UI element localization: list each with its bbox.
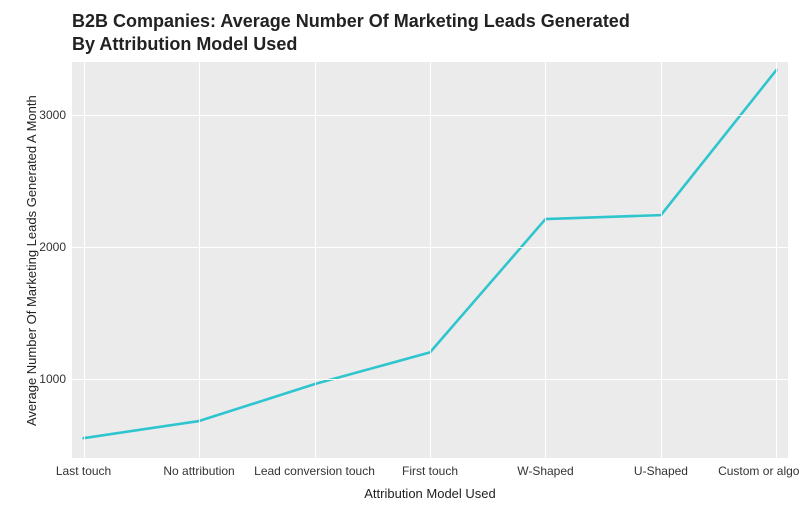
x-tick-label: U-Shaped — [634, 464, 688, 478]
x-axis-label: Attribution Model Used — [364, 486, 496, 501]
x-tick-label: Custom or algorithmic — [718, 464, 800, 478]
x-tick-label: First touch — [402, 464, 458, 478]
x-tick-label: W-Shaped — [517, 464, 573, 478]
x-tick-label: Last touch — [56, 464, 111, 478]
y-tick-label: 3000 — [39, 108, 66, 122]
chart-title: B2B Companies: Average Number Of Marketi… — [72, 10, 630, 55]
gridline-vertical — [84, 62, 85, 458]
y-tick-label: 2000 — [39, 240, 66, 254]
gridline-vertical — [776, 62, 777, 458]
gridline-vertical — [315, 62, 316, 458]
gridline-vertical — [545, 62, 546, 458]
gridline-vertical — [430, 62, 431, 458]
gridline-vertical — [661, 62, 662, 458]
gridline-vertical — [199, 62, 200, 458]
x-tick-label: No attribution — [163, 464, 234, 478]
y-axis-label: Average Number Of Marketing Leads Genera… — [24, 95, 39, 426]
plot-area: 100020003000Last touchNo attributionLead… — [72, 62, 788, 458]
x-tick-label: Lead conversion touch — [254, 464, 375, 478]
y-tick-label: 1000 — [39, 372, 66, 386]
